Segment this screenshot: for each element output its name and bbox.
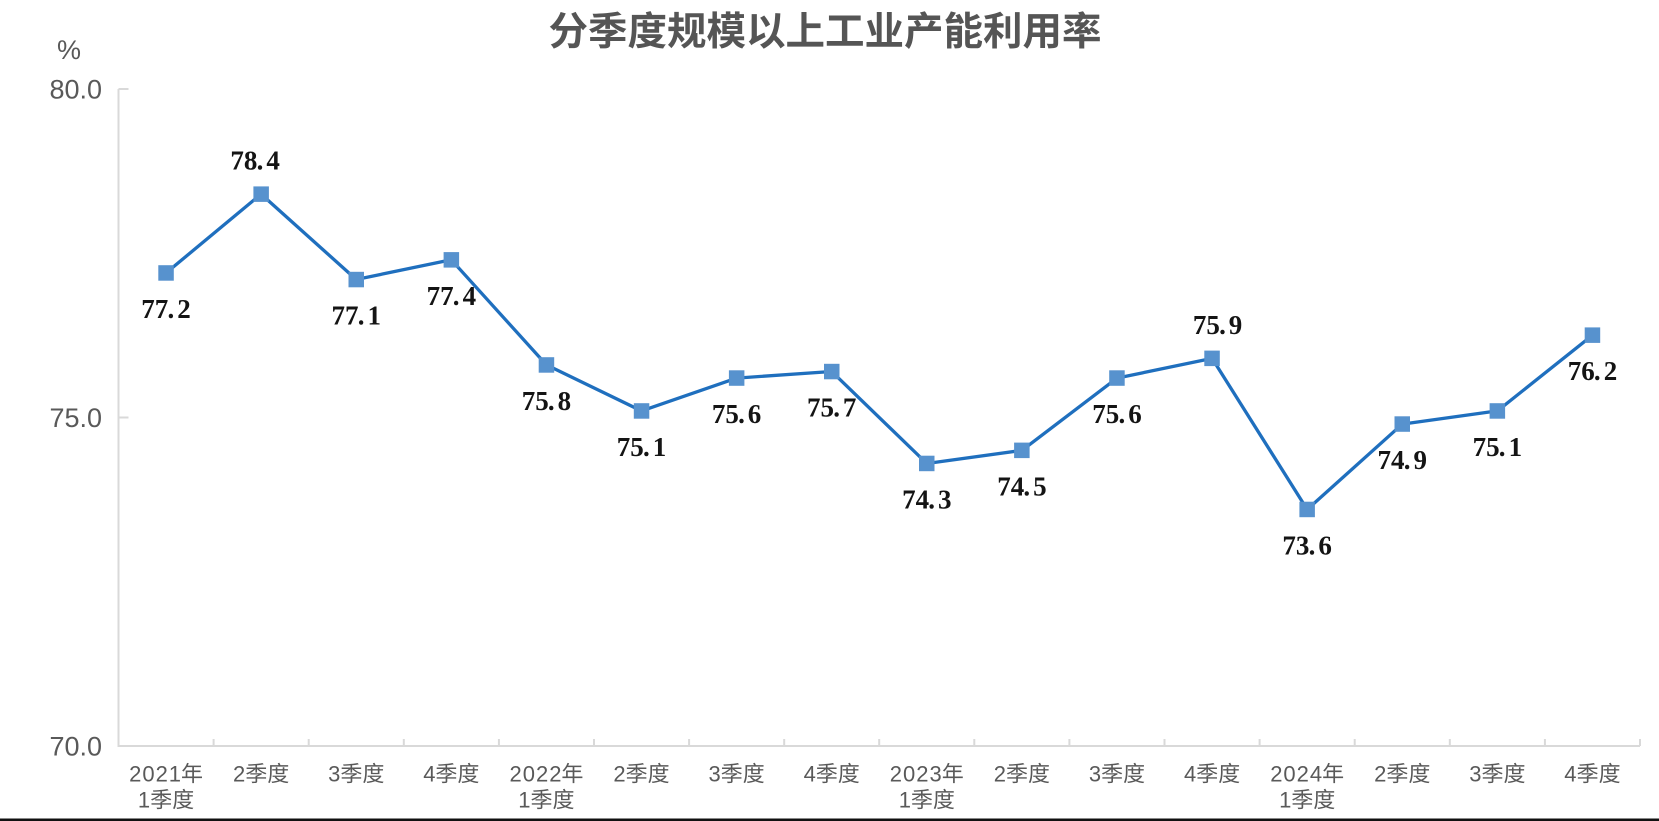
svg-text:4: 4 <box>423 761 435 786</box>
svg-text:80.0: 80.0 <box>49 75 102 105</box>
svg-text:75: 75 <box>1193 310 1220 340</box>
svg-text:3: 3 <box>1089 761 1101 786</box>
svg-text:8: 8 <box>558 386 572 416</box>
svg-text:5: 5 <box>1033 471 1047 501</box>
svg-text:.: . <box>1594 356 1601 386</box>
svg-text:1: 1 <box>1279 787 1291 812</box>
svg-text:2021: 2021 <box>129 761 182 786</box>
svg-text:.: . <box>1219 310 1226 340</box>
svg-text:2022: 2022 <box>510 761 563 786</box>
svg-text:7: 7 <box>843 393 857 423</box>
svg-text:1: 1 <box>368 301 382 331</box>
svg-text:2: 2 <box>613 761 625 786</box>
svg-text:75: 75 <box>1092 399 1119 429</box>
svg-text:4: 4 <box>463 281 477 311</box>
svg-text:%: % <box>57 35 81 65</box>
svg-text:74: 74 <box>1378 445 1405 475</box>
svg-text:9: 9 <box>1229 310 1243 340</box>
svg-text:.: . <box>358 301 365 331</box>
svg-text:3: 3 <box>1469 761 1481 786</box>
svg-text:76: 76 <box>1568 356 1595 386</box>
svg-text:4: 4 <box>1564 761 1576 786</box>
svg-text:77: 77 <box>332 301 359 331</box>
svg-text:.: . <box>928 485 935 515</box>
svg-text:77: 77 <box>141 294 168 324</box>
svg-text:3: 3 <box>328 761 340 786</box>
svg-text:3: 3 <box>709 761 721 786</box>
svg-text:2: 2 <box>1374 761 1386 786</box>
svg-text:4: 4 <box>266 146 280 176</box>
svg-text:1: 1 <box>518 787 530 812</box>
svg-text:75: 75 <box>1473 432 1500 462</box>
svg-text:4: 4 <box>804 761 816 786</box>
svg-text:75.0: 75.0 <box>49 403 102 433</box>
svg-text:.: . <box>1309 531 1316 561</box>
svg-text:75: 75 <box>712 399 739 429</box>
svg-text:9: 9 <box>1414 445 1428 475</box>
svg-text:.: . <box>453 281 460 311</box>
svg-text:6: 6 <box>1128 399 1142 429</box>
svg-text:74: 74 <box>997 471 1024 501</box>
svg-text:1: 1 <box>1509 432 1523 462</box>
svg-text:1: 1 <box>138 787 150 812</box>
svg-text:78: 78 <box>230 146 257 176</box>
svg-text:75: 75 <box>807 393 834 423</box>
svg-text:.: . <box>643 432 650 462</box>
svg-text:70.0: 70.0 <box>49 732 102 762</box>
svg-text:.: . <box>833 393 840 423</box>
svg-text:.: . <box>548 386 555 416</box>
svg-text:2023: 2023 <box>890 761 943 786</box>
svg-text:.: . <box>738 399 745 429</box>
svg-text:1: 1 <box>653 432 667 462</box>
svg-text:.: . <box>168 294 175 324</box>
svg-text:75: 75 <box>522 386 549 416</box>
svg-text:.: . <box>1023 471 1030 501</box>
svg-text:6: 6 <box>748 399 762 429</box>
svg-text:.: . <box>1499 432 1506 462</box>
svg-text:2: 2 <box>177 294 191 324</box>
svg-text:.: . <box>1404 445 1411 475</box>
svg-text:77: 77 <box>427 281 454 311</box>
svg-text:75: 75 <box>617 432 644 462</box>
svg-text:.: . <box>1119 399 1126 429</box>
svg-text:1: 1 <box>899 787 911 812</box>
svg-text:74: 74 <box>902 485 929 515</box>
svg-text:2024: 2024 <box>1270 761 1323 786</box>
svg-text:2: 2 <box>1604 356 1618 386</box>
svg-text:2: 2 <box>994 761 1006 786</box>
svg-text:6: 6 <box>1318 531 1332 561</box>
svg-text:3: 3 <box>938 485 952 515</box>
svg-text:4: 4 <box>1184 761 1196 786</box>
svg-text:73: 73 <box>1282 531 1309 561</box>
svg-text:.: . <box>257 146 264 176</box>
svg-text:2: 2 <box>233 761 245 786</box>
